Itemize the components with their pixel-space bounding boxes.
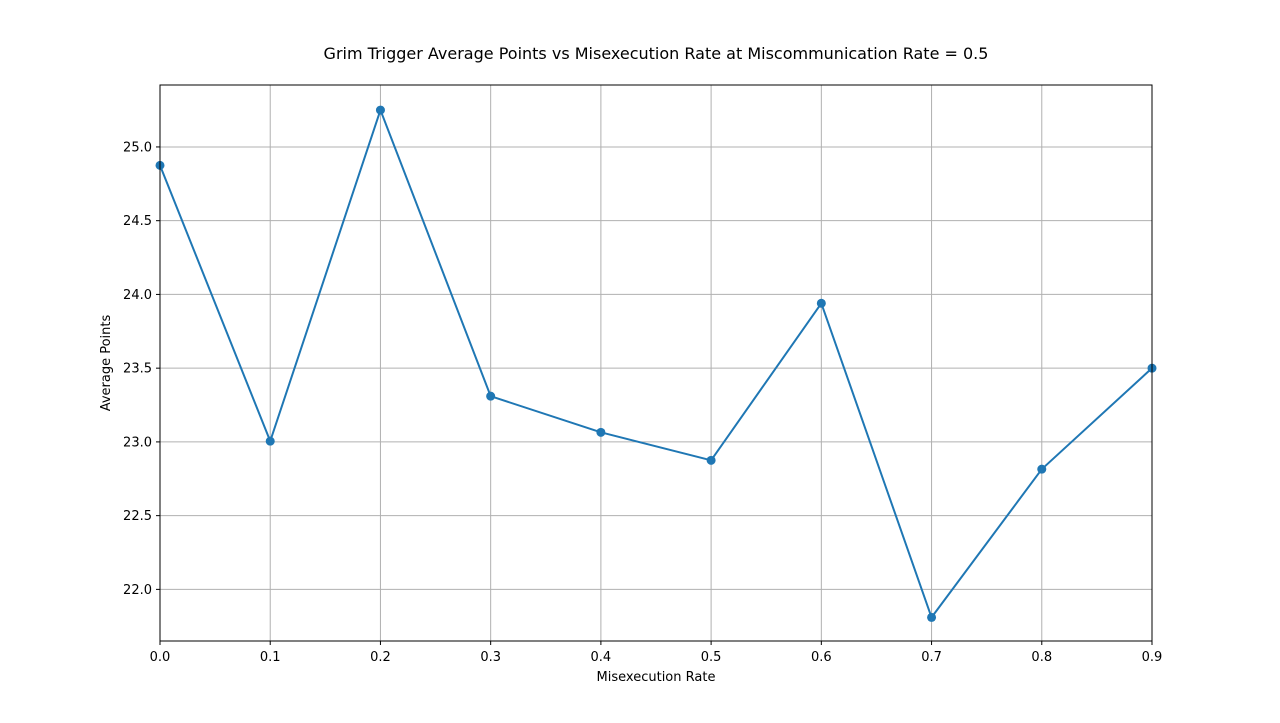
x-tick-label: 0.7 bbox=[921, 650, 942, 665]
data-point bbox=[927, 612, 937, 622]
data-point bbox=[596, 427, 606, 437]
data-point bbox=[816, 298, 826, 308]
axis-ticks: 0.0 0.1 0.2 0.3 0.4 0.5 0.6 0.7 0.8 0.9 22.0 22.5 23… bbox=[123, 140, 1162, 665]
data-point bbox=[265, 436, 275, 446]
data-point bbox=[375, 105, 385, 115]
data-point bbox=[706, 455, 716, 465]
x-tick-label: 0.5 bbox=[701, 650, 722, 665]
data-point bbox=[1037, 464, 1047, 474]
x-tick-label: 0.0 bbox=[150, 650, 171, 665]
data-point bbox=[486, 391, 496, 401]
y-axis-label: Average Points bbox=[99, 314, 114, 411]
x-tick-label: 0.1 bbox=[260, 650, 281, 665]
x-tick-label: 0.4 bbox=[591, 650, 612, 665]
x-tick-label: 0.2 bbox=[370, 650, 391, 665]
y-tick-label: 25.0 bbox=[123, 140, 152, 155]
y-tick-label: 23.0 bbox=[123, 435, 152, 450]
x-tick-label: 0.6 bbox=[811, 650, 832, 665]
plot-area-frame bbox=[159, 84, 1153, 642]
x-tick-label: 0.8 bbox=[1031, 650, 1052, 665]
y-tick-label: 24.0 bbox=[123, 288, 152, 303]
chart-title: Grim Trigger Average Points vs Misexecut… bbox=[324, 44, 989, 63]
y-tick-label: 24.5 bbox=[123, 214, 152, 229]
x-tick-label: 0.3 bbox=[480, 650, 501, 665]
y-tick-label: 23.5 bbox=[123, 362, 152, 377]
series-line bbox=[159, 109, 1153, 619]
x-tick-label: 0.9 bbox=[1142, 650, 1163, 665]
grid-lines bbox=[159, 85, 1153, 641]
y-tick-label: 22.0 bbox=[123, 583, 152, 598]
x-axis-label: Misexecution Rate bbox=[597, 670, 716, 685]
series-layer bbox=[155, 105, 1157, 622]
y-tick-label: 22.5 bbox=[123, 509, 152, 524]
